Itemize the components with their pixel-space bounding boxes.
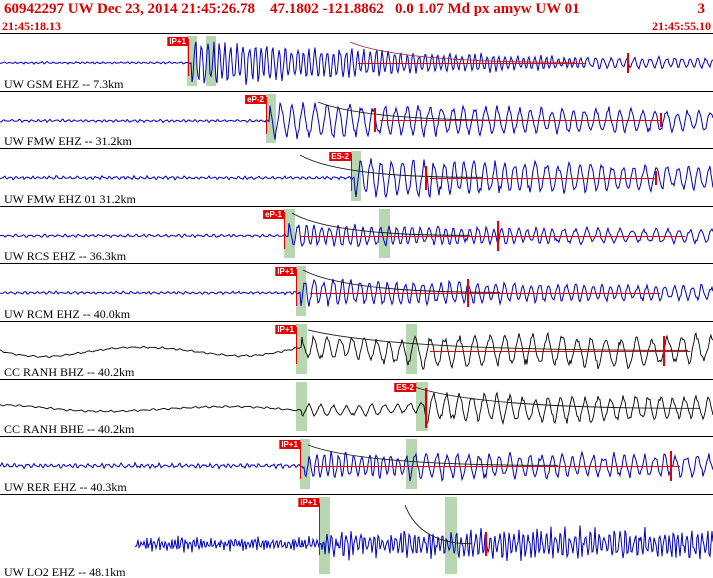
pick-time-line[interactable]	[300, 442, 301, 480]
coda-line	[310, 293, 660, 295]
waveform-ranh-bhz[interactable]	[0, 322, 713, 379]
pick-window-band	[319, 496, 330, 574]
coda-decay-curve	[299, 154, 482, 178]
pick-window-band	[296, 381, 307, 432]
coda-line	[430, 350, 690, 352]
pick-window-band	[406, 439, 417, 489]
pick-flag-fmw-ehz[interactable]: eP-2	[245, 94, 266, 104]
trace-row-rer-ehz: IP+1 UW RER EHZ -- 40.3km	[0, 436, 713, 494]
waveform-ranh-bhe[interactable]	[0, 380, 713, 437]
pick-window-band	[284, 208, 295, 259]
pick-time-line[interactable]	[319, 502, 320, 555]
pick-time-line[interactable]	[266, 96, 267, 134]
trace-label-rer-ehz: UW RER EHZ -- 40.3km	[4, 479, 127, 494]
waveform-rcs-ehz[interactable]	[0, 207, 713, 264]
waveform-rer-ehz[interactable]	[0, 437, 713, 494]
trace-label-fmw-ehz-01: UW FMW EHZ 01 31.2km	[4, 191, 136, 206]
trace-row-ranh-bhz: IP+1 CC RANH BHZ -- 40.2km	[0, 320, 713, 379]
pick-time-line[interactable]	[284, 211, 285, 249]
coda-line	[358, 62, 585, 64]
waveform-lo2-ehz[interactable]	[0, 495, 713, 578]
pick-window-band	[296, 266, 306, 316]
event-header: 60942297 UW Dec 23, 2014 21:45:26.78 47.…	[0, 0, 713, 20]
trace-label-ranh-bhe: CC RANH BHE -- 40.2km	[4, 422, 135, 437]
pick-time-line[interactable]	[351, 154, 352, 192]
coda-line	[380, 120, 660, 122]
coda-duration-marker[interactable]	[655, 170, 657, 185]
window-start-time: 21:45:18.13	[2, 19, 61, 33]
pick-flag-ranh-bhe[interactable]: ES-2	[394, 382, 416, 392]
coda-duration-marker[interactable]	[485, 531, 487, 556]
trace-row-rcs-ehz: eP-1 UW RCS EHZ -- 36.3km	[0, 205, 713, 264]
pick-window-band	[296, 323, 307, 374]
waveform-fmw-ehz-01[interactable]	[0, 149, 713, 206]
pick-time-line[interactable]	[188, 39, 189, 76]
coda-duration-marker[interactable]	[663, 335, 665, 366]
trace-label-rcm-ehz: UW RCM EHZ -- 40.0km	[4, 306, 131, 321]
event-summary: 60942297 UW Dec 23, 2014 21:45:26.78 47.…	[4, 1, 580, 17]
pick-flag-fmw-ehz-01[interactable]: ES-2	[329, 152, 351, 162]
coda-decay-curve	[307, 444, 558, 466]
pick-flag-rcs-ehz[interactable]: eP-1	[263, 209, 284, 219]
trace-row-lo2-ehz: IP+1 UW LO2 EHZ -- 48.1km	[0, 493, 713, 578]
coda-duration-marker[interactable]	[627, 52, 629, 73]
coda-line	[430, 177, 655, 179]
trace-list: IP+1 UW GSM EHZ -- 7.3km eP-2 UW FMW EHZ --…	[0, 33, 713, 578]
coda-duration-marker[interactable]	[660, 113, 662, 128]
window-end-time: 21:45:55.10	[652, 19, 711, 33]
trace-label-rcs-ehz: UW RCS EHZ -- 36.3km	[4, 249, 127, 264]
coda-decay-curve	[291, 212, 470, 236]
pick-flag-rcm-ehz[interactable]: IP+1	[275, 267, 296, 277]
coda-duration-marker[interactable]	[374, 108, 376, 133]
coda-decay-curve	[302, 269, 500, 294]
trace-row-gsm-ehz: IP+1 UW GSM EHZ -- 7.3km	[0, 33, 713, 91]
pick-time-line[interactable]	[296, 326, 297, 364]
trace-label-ranh-bhz: CC RANH BHZ -- 40.2km	[4, 364, 135, 379]
coda-decay-curve	[404, 504, 472, 544]
coda-line	[300, 235, 685, 237]
coda-duration-marker[interactable]	[497, 220, 499, 251]
trace-label-lo2-ehz: UW LO2 EHZ -- 48.1km	[4, 564, 126, 578]
waveform-gsm-ehz[interactable]	[0, 34, 713, 91]
pick-window-band	[379, 208, 390, 259]
pick-window-band	[300, 439, 310, 489]
pick-flag-ranh-bhz[interactable]: IP+1	[275, 324, 296, 334]
time-window-bar: 21:45:18.13 21:45:55.10	[0, 20, 713, 33]
coda-line	[315, 465, 680, 467]
trace-row-rcm-ehz: IP+1 UW RCM EHZ -- 40.0km	[0, 263, 713, 321]
pick-flag-gsm-ehz[interactable]: IP+1	[167, 37, 188, 46]
trace-row-fmw-ehz-01: ES-2 UW FMW EHZ 01 31.2km	[0, 148, 713, 206]
trace-label-gsm-ehz: UW GSM EHZ -- 7.3km	[4, 76, 124, 91]
coda-duration-marker[interactable]	[425, 388, 427, 429]
trace-row-fmw-ehz: eP-2 UW FMW EHZ -- 31.2km	[0, 90, 713, 149]
pick-flag-lo2-ehz[interactable]: IP+1	[298, 497, 319, 507]
waveform-rcm-ehz[interactable]	[0, 264, 713, 321]
coda-decay-curve	[411, 385, 700, 409]
coda-decay-curve	[307, 329, 688, 351]
pick-window-band	[406, 323, 417, 374]
pick-window-band	[187, 36, 197, 86]
trace-label-fmw-ehz: UW FMW EHZ -- 31.2km	[4, 134, 132, 149]
pick-window-band	[266, 93, 276, 144]
waveform-fmw-ehz[interactable]	[0, 92, 713, 149]
coda-duration-marker[interactable]	[467, 279, 469, 308]
pick-window-band	[206, 36, 216, 86]
coda-duration-marker[interactable]	[670, 450, 672, 481]
pick-time-line[interactable]	[296, 269, 297, 307]
coda-decay-curve	[349, 41, 575, 63]
coda-decay-curve	[317, 101, 528, 121]
pick-flag-rer-ehz[interactable]: IP+1	[279, 440, 300, 450]
trace-row-ranh-bhe: ES-2 CC RANH BHE -- 40.2km	[0, 378, 713, 437]
coda-duration-marker[interactable]	[425, 165, 427, 190]
pick-window-band	[351, 151, 361, 201]
event-count: 3	[697, 1, 706, 17]
